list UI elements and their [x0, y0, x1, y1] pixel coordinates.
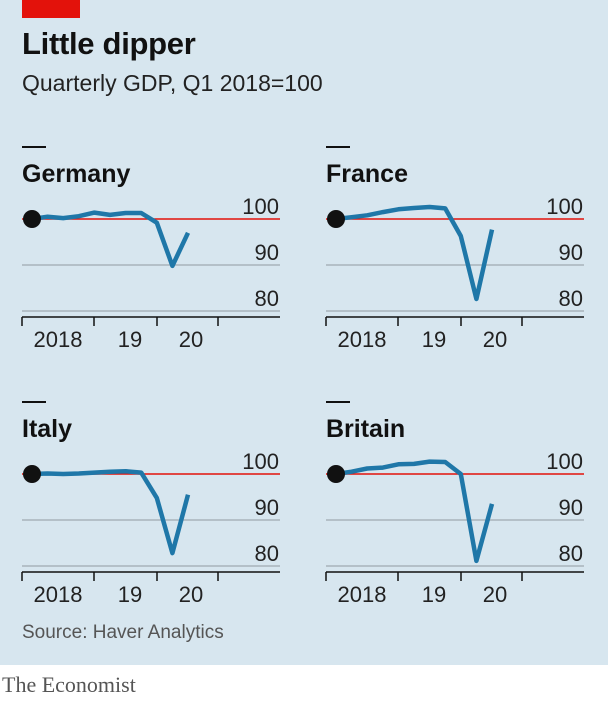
germany-start-dot	[23, 210, 41, 228]
italy-xtick-label: 19	[118, 582, 142, 607]
brand-red-tag	[22, 0, 80, 18]
france-ytick-label: 90	[559, 240, 583, 265]
germany-ytick-label: 80	[255, 286, 279, 311]
italy-panel-title: Italy	[22, 415, 72, 443]
france-xtick-label: 2018	[338, 327, 387, 352]
chart-card	[0, 0, 608, 665]
italy-ytick-label: 90	[255, 495, 279, 520]
britain-ytick-label: 80	[559, 541, 583, 566]
italy-xtick-label: 20	[179, 582, 203, 607]
italy-series-line	[31, 468, 191, 556]
france-ytick-label: 100	[546, 194, 583, 219]
germany-ytick-label: 100	[242, 194, 279, 219]
britain-panel-title: Britain	[326, 415, 405, 443]
chart-subtitle: Quarterly GDP, Q1 2018=100	[22, 70, 323, 96]
italy-start-dot	[23, 465, 41, 483]
source-note: Source: Haver Analytics	[22, 622, 224, 643]
italy-ytick-label: 100	[242, 449, 279, 474]
france-ytick-label: 80	[559, 286, 583, 311]
france-panel-title: France	[326, 160, 408, 188]
germany-ytick-label: 90	[255, 240, 279, 265]
chart-title: Little dipper	[22, 26, 196, 61]
germany-xtick-label: 19	[118, 327, 142, 352]
britain-series-line	[335, 459, 495, 564]
britain-start-dot	[327, 465, 345, 483]
france-xtick-label: 19	[422, 327, 446, 352]
germany-series-line	[31, 210, 191, 269]
italy-xtick-label: 2018	[34, 582, 83, 607]
britain-xtick-label: 19	[422, 582, 446, 607]
germany-xtick-label: 20	[179, 327, 203, 352]
publisher-wordmark: The Economist	[2, 672, 136, 697]
britain-ytick-label: 90	[559, 495, 583, 520]
germany-panel-title: Germany	[22, 160, 130, 188]
france-start-dot	[327, 210, 345, 228]
britain-ytick-label: 100	[546, 449, 583, 474]
italy-ytick-label: 80	[255, 541, 279, 566]
germany-xtick-label: 2018	[34, 327, 83, 352]
france-series-line	[335, 204, 495, 302]
small-multiples: Germany 100 90 80 2018 19 20 France 100 90 80 2018 1…	[21, 146, 584, 607]
britain-xtick-label: 2018	[338, 582, 387, 607]
britain-xtick-label: 20	[483, 582, 507, 607]
france-xtick-label: 20	[483, 327, 507, 352]
